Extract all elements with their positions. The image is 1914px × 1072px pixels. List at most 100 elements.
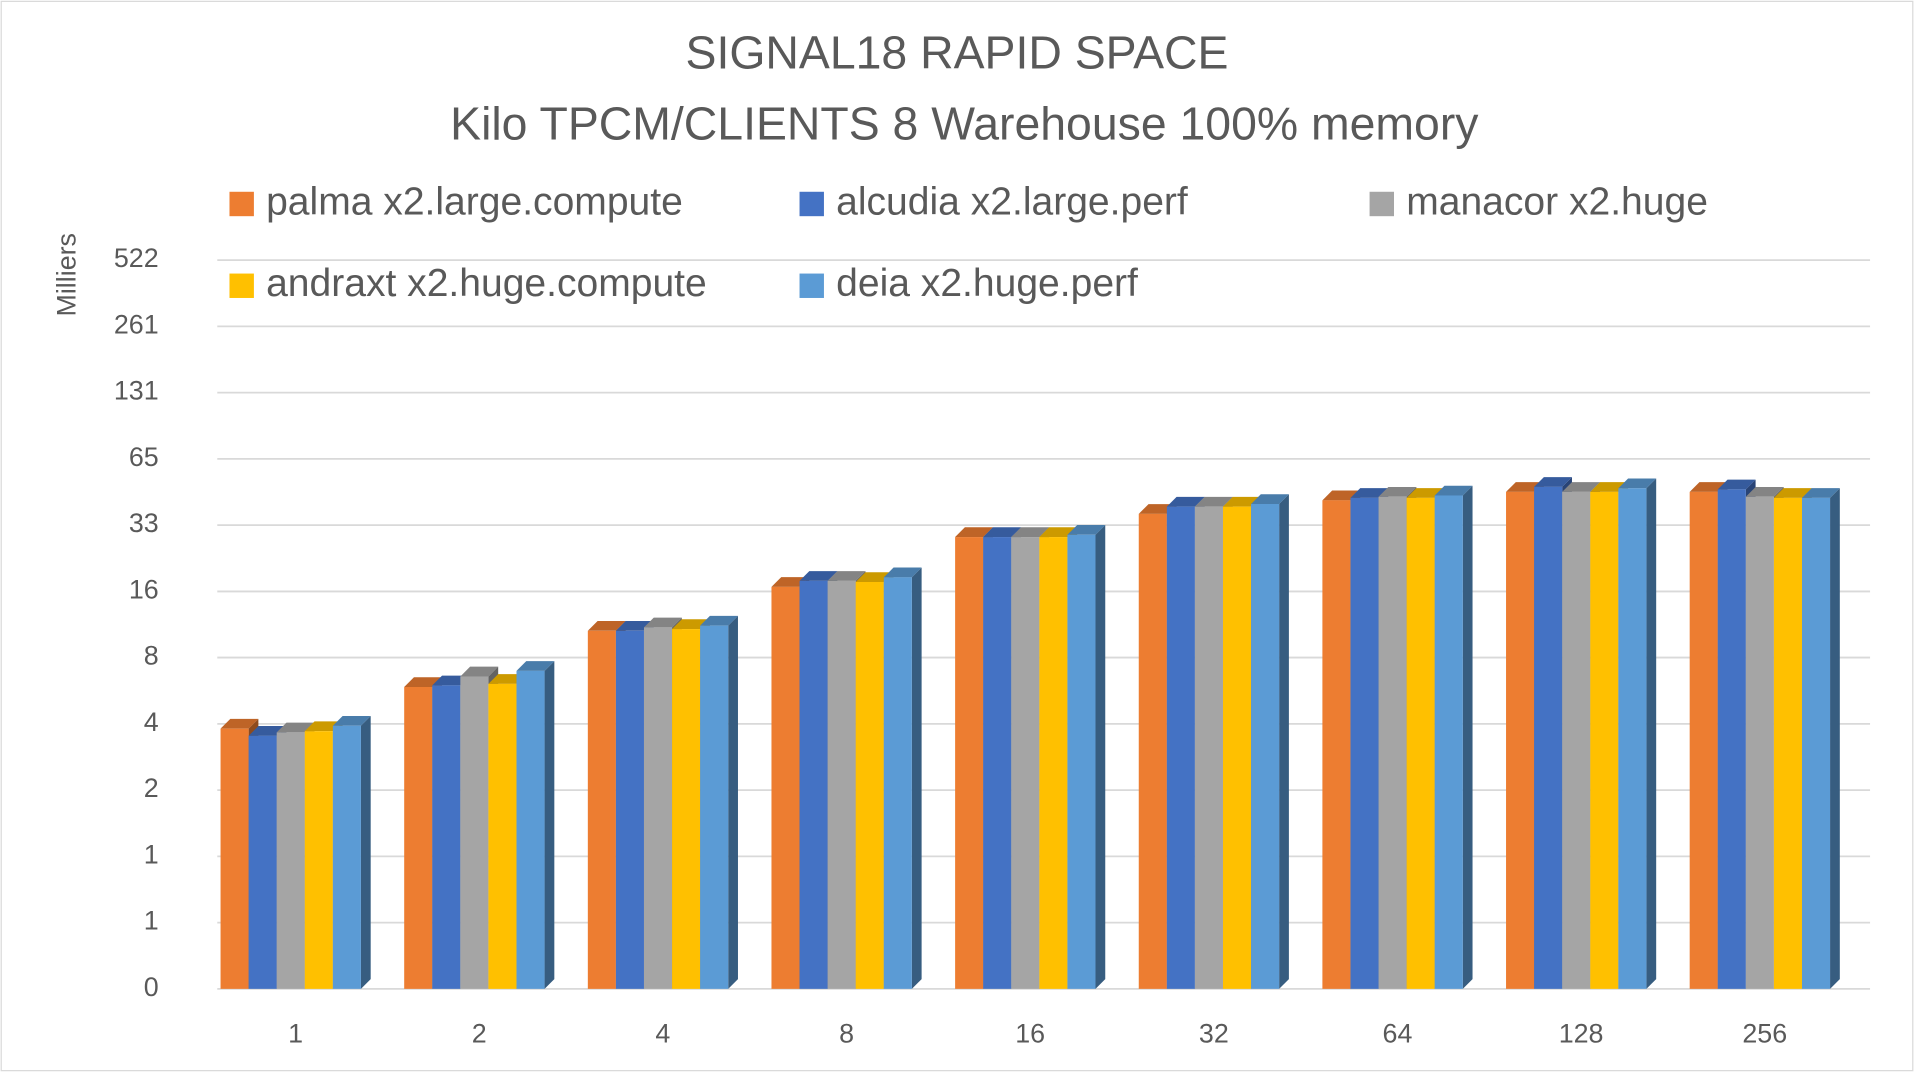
bar-top xyxy=(1562,482,1601,492)
bar-top xyxy=(983,527,1022,538)
bar xyxy=(460,676,489,989)
bar-top xyxy=(1434,485,1473,496)
bar-group xyxy=(1251,494,1289,989)
bar xyxy=(1039,537,1068,989)
bar-group xyxy=(1801,488,1840,989)
bar xyxy=(1590,491,1619,989)
bar xyxy=(1745,496,1774,989)
legend-label: alcudia x2.large.perf xyxy=(836,180,1188,223)
bar-side xyxy=(911,567,922,989)
bar xyxy=(276,732,305,989)
bar xyxy=(827,580,856,989)
bar-side xyxy=(544,661,555,989)
bar xyxy=(1322,500,1351,989)
bar xyxy=(1562,491,1591,989)
bar xyxy=(1194,506,1223,989)
bar-top xyxy=(587,621,626,631)
bar-top xyxy=(516,661,555,671)
x-tick-label: 64 xyxy=(1383,1018,1413,1048)
legend-swatch xyxy=(799,191,824,217)
bar xyxy=(771,586,800,989)
x-tick-label: 1 xyxy=(288,1018,303,1048)
bar xyxy=(1166,506,1195,989)
bar-top xyxy=(1251,494,1289,505)
bar-top xyxy=(1618,478,1657,489)
bar-group xyxy=(700,615,738,989)
bar-group xyxy=(516,661,555,989)
bar xyxy=(304,731,333,989)
bar xyxy=(1406,497,1435,989)
bar-top xyxy=(1534,477,1572,487)
bar xyxy=(700,625,729,989)
bar-top xyxy=(1011,527,1050,538)
bar-top xyxy=(955,527,993,538)
y-tick-label: 4 xyxy=(144,707,159,737)
y-tick-label: 261 xyxy=(114,309,159,339)
bar xyxy=(332,725,361,989)
bar xyxy=(983,537,1012,989)
bar xyxy=(1689,491,1718,989)
y-tick-label: 16 xyxy=(129,575,159,605)
x-tick-label: 256 xyxy=(1742,1018,1787,1048)
bar xyxy=(1618,488,1647,989)
bar-top xyxy=(700,615,738,626)
bar-side xyxy=(1462,485,1473,989)
bar xyxy=(1534,486,1563,989)
bar xyxy=(955,537,984,989)
y-tick-label: 1 xyxy=(144,839,159,869)
bar-group xyxy=(332,715,371,989)
legend-swatch xyxy=(229,273,254,298)
bar xyxy=(220,728,249,989)
bar xyxy=(1067,534,1096,989)
y-tick-label: 0 xyxy=(144,972,159,1002)
bar xyxy=(1350,497,1379,989)
y-tick-label: 8 xyxy=(144,641,159,671)
bar-top xyxy=(1350,488,1389,498)
bar-top xyxy=(1166,496,1205,507)
bar xyxy=(1138,513,1167,989)
bar xyxy=(1773,497,1802,989)
x-tick-label: 2 xyxy=(472,1018,487,1048)
chart-subtitle: Kilo TPCM/CLIENTS 8 Warehouse 100% memor… xyxy=(450,97,1479,149)
x-tick-label: 4 xyxy=(655,1018,670,1048)
y-tick-label: 522 xyxy=(114,243,159,273)
y-tick-label: 131 xyxy=(114,376,159,406)
bar xyxy=(1801,497,1831,989)
legend-label: manacor x2.huge xyxy=(1406,180,1708,223)
chart-title: SIGNAL18 RAPID SPACE xyxy=(686,27,1229,79)
bar xyxy=(1378,496,1407,989)
bar-top xyxy=(799,571,838,581)
x-tick-label: 32 xyxy=(1199,1018,1229,1048)
bar-top xyxy=(276,722,315,733)
bar-side xyxy=(360,715,371,989)
bar xyxy=(516,670,545,989)
bar xyxy=(1011,537,1040,989)
y-tick-label: 65 xyxy=(129,442,159,472)
bar xyxy=(1251,504,1280,989)
legend-swatch xyxy=(229,191,254,217)
bar-side xyxy=(1095,524,1106,989)
bar-top xyxy=(220,718,259,729)
bar-top xyxy=(1773,488,1812,498)
bar-group xyxy=(883,567,922,989)
bar-top xyxy=(1378,487,1417,497)
bar-top xyxy=(332,715,371,726)
y-tick-label: 33 xyxy=(129,508,159,538)
legend-label: andraxt x2.huge.compute xyxy=(266,262,707,305)
bar-top xyxy=(1801,488,1840,498)
y-tick-label: 1 xyxy=(144,906,159,936)
x-tick-label: 128 xyxy=(1559,1018,1604,1048)
x-tick-label: 8 xyxy=(839,1018,854,1048)
bar-top xyxy=(1194,496,1233,507)
bar-top xyxy=(643,617,682,628)
bar-top xyxy=(883,567,922,578)
legend-label: palma x2.large.compute xyxy=(266,180,683,223)
legend-label: deia x2.huge.perf xyxy=(836,262,1138,305)
bar-group xyxy=(1618,478,1657,989)
bar xyxy=(488,683,517,989)
bar-side xyxy=(728,615,738,989)
bar xyxy=(799,580,828,989)
legend-swatch xyxy=(1369,191,1394,217)
bar xyxy=(643,627,673,989)
bar xyxy=(615,630,644,989)
